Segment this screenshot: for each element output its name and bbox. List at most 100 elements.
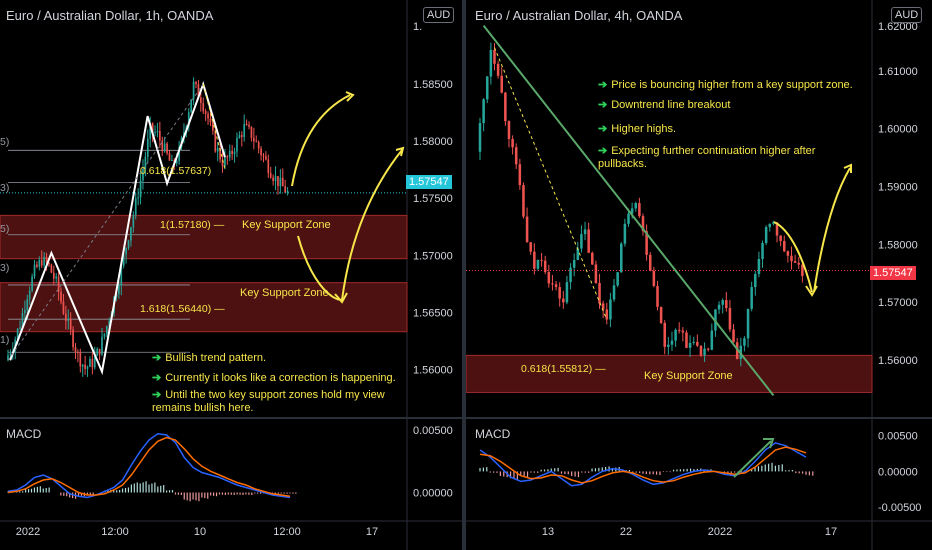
candle-body [228,150,231,158]
macd-signal-line [479,446,807,484]
arrow-right-icon: ➔ [598,99,608,111]
candle-body [648,254,652,271]
candle-body [156,130,159,133]
candle-body [77,351,79,353]
candle-body [146,138,149,157]
candle-body [605,309,609,320]
candle-body [572,260,576,268]
candle-body [62,301,65,314]
candle-body [667,344,670,347]
chart-panel-1h: 1.58500 1.58000 1.57500 1.57000 1.56500 1.560… [0,0,462,550]
time-axis-tick: 17 [825,526,837,538]
candle-body [659,306,663,323]
arrow-right-icon: ➔ [598,79,608,91]
candle-body [623,223,627,244]
candle-body [161,140,164,152]
candle-body [57,276,60,292]
candle-body [504,92,507,122]
candle-body [685,332,688,348]
candle-body [754,273,757,288]
candle-body [482,99,485,124]
candle-body [591,252,594,265]
candle-body [717,304,721,310]
candle-body [277,176,279,187]
currency-badge[interactable]: AUD [423,7,455,23]
candle-body [209,118,212,123]
time-axis-tick: 2022 [16,526,40,538]
candle-body [190,99,193,113]
candle-body [55,276,58,279]
price-axis-tick: 1. [413,21,422,33]
candle-body [245,124,248,126]
price-axis-tick: 1.62000 [878,21,918,33]
candle-body [743,338,746,346]
chart-title: Euro / Australian Dollar, 4h, OANDA [475,8,683,23]
candle-body [594,264,598,283]
candle-body [772,222,775,224]
time-axis-tick: 22 [620,526,632,538]
last-price-tag: 1.57547 [406,175,452,189]
candle-body [797,262,801,265]
candle-body [536,259,540,269]
candle-body [187,112,190,127]
candle-body [48,262,50,265]
fib-edge-label: 3) [0,182,10,194]
support-zone-label: Key Support Zone [242,219,331,231]
macd-axis-tick: -0.00500 [878,502,921,514]
candle-body [511,139,514,148]
price-axis-tick: 1.57000 [878,297,918,309]
fib-level-label: 1(1.57180) — [160,219,225,231]
fib-trend-line [7,83,204,361]
candle-body [710,330,714,350]
candle-body [24,310,26,314]
candle-body [122,254,125,266]
candle-body [118,285,120,295]
candle-body [224,156,226,167]
projection-arrowhead [843,163,852,173]
note-item: ➔ Downtrend line breakout [598,99,731,111]
support-zone [0,214,408,260]
candle-body [793,261,797,263]
candle-body [267,159,270,174]
candle-body [547,272,551,284]
candle-body [746,308,750,339]
candle-body [656,285,659,307]
candle-body [612,285,616,300]
candle-body [518,164,522,186]
support-zone-label: Key Support Zone [240,287,329,299]
candle-body [732,329,735,343]
candle-body [175,160,178,164]
panel-divider [462,0,466,550]
candle-body [178,147,180,161]
candle-body [565,282,569,303]
candle-body [616,272,619,286]
candle-body [253,137,255,142]
candle-body [786,251,790,256]
candle-body [525,216,529,243]
candle-body [195,81,197,84]
note-item: ➔ Until the two key support zones hold my… [152,389,385,414]
candle-body [782,240,786,252]
candle-body [67,318,70,321]
candle-body [84,364,86,369]
candle-body [197,83,200,98]
candle-body [790,255,793,262]
currency-badge[interactable]: AUD [891,7,923,23]
candle-body [171,160,173,162]
candle-body [214,130,217,152]
candle-body [583,229,587,235]
candle-body [269,173,272,178]
candle-body [641,216,645,232]
candle-body [233,151,236,155]
candle-body [627,213,630,224]
candle-body [761,243,764,259]
candle-body [52,272,55,279]
candle-body [134,198,137,216]
macd-axis-tick: 0.00000 [413,488,453,500]
candle-body [696,341,699,346]
support-zone-label: Key Support Zone [644,370,733,382]
candle-body [609,299,612,320]
fib-trend-line [494,47,608,320]
chart-panel-4h: 1.61000 1.60000 1.59000 1.58000 1.57000 1.560… [466,0,932,550]
last-price-tag: 1.57547 [870,266,916,280]
